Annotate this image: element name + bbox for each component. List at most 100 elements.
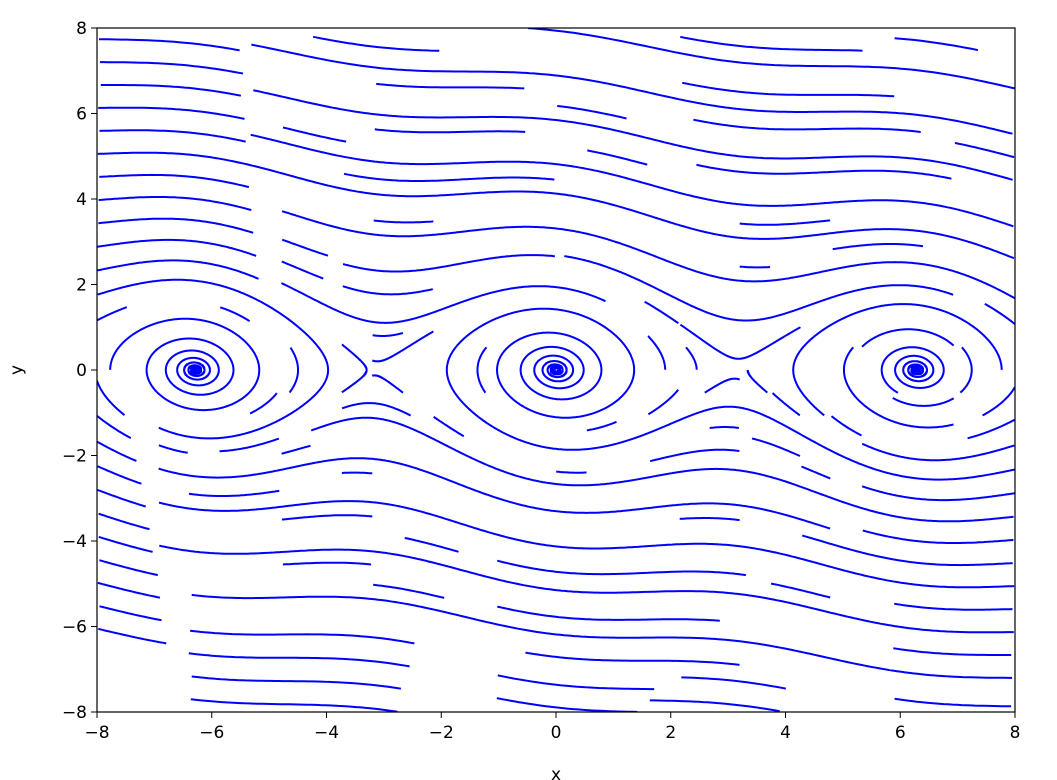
streamline [98,106,245,120]
streamline [97,278,330,440]
y-tick-label: −6 [62,618,87,638]
streamline [861,442,1015,462]
streamline [373,583,445,599]
streamline [374,128,526,134]
x-tick: 4 [780,712,791,743]
streamline [709,426,740,429]
streamline [649,448,740,463]
streamline [97,151,1015,260]
x-axis-label: x [551,765,561,780]
x-tick-label: 2 [665,723,676,743]
x-tick-label: −4 [314,723,339,743]
streamline [341,402,411,417]
streamline [343,172,555,182]
streamline [693,118,921,133]
streamline [861,485,1015,502]
streamline [97,380,126,416]
streamline [982,386,1015,417]
y-tick-label: 2 [76,276,87,296]
y-tick: −6 [62,618,97,638]
streamline [99,559,159,577]
streamline [281,260,324,280]
streamline [954,141,1015,159]
streamline [97,415,132,439]
streamline [97,238,257,257]
streamline [282,126,347,143]
streamline [892,397,955,407]
streamline [250,133,1014,228]
streamline [647,389,680,416]
x-tick: −8 [84,712,110,743]
y-tick-label: 4 [76,190,87,210]
streamline [649,699,780,712]
y-axis: −8 −6 −4 −2 0 2 4 6 8 [62,19,97,723]
streamline [496,559,747,577]
streamline [376,82,525,90]
streamline [433,415,465,438]
streamline [801,465,831,480]
streamline [372,332,404,337]
streamline [476,346,488,394]
streamline [746,369,769,394]
streamline [496,697,638,712]
x-tick: −6 [199,712,224,743]
x-tick-label: 0 [551,723,562,743]
streamline [771,392,801,417]
streamline [99,61,244,75]
streamline [341,343,368,394]
streamline [497,605,720,622]
streamline [99,173,250,189]
y-tick: 2 [76,276,97,296]
streamline [342,285,433,296]
streamline [281,444,311,455]
x-tick: 8 [1010,712,1020,743]
x-tick-label: 4 [780,723,791,743]
streamline [967,418,1015,440]
streamline [98,38,240,52]
y-tick: 6 [76,105,97,125]
y-tick: 4 [76,190,97,210]
streamline [109,317,261,412]
x-tick-label: −2 [429,723,454,743]
x-tick-label: −8 [84,723,109,743]
x-tick: 2 [665,712,676,743]
streamline [97,440,137,462]
streamline [959,346,973,394]
x-tick: −4 [314,712,339,743]
streamline [682,81,895,98]
streamline [288,347,299,394]
streamline [525,651,740,666]
streamline [219,306,251,323]
streamline [587,149,648,166]
y-tick-label: 0 [76,361,87,381]
y-tick-label: −4 [62,532,87,552]
streamline [647,335,667,370]
streamline [98,535,153,553]
streamline [770,582,831,599]
streamline [191,675,402,690]
streamline [984,303,1015,325]
streamline [99,605,162,622]
streamline [564,255,954,322]
streamline [696,163,952,180]
streamline [190,698,398,712]
streamline [281,210,1015,300]
y-tick-label: 8 [76,19,87,39]
streamline [843,346,954,429]
streamline [644,300,679,325]
x-tick-label: −6 [199,723,224,743]
streamline [371,330,434,363]
streamline [219,437,280,453]
streamline [158,457,831,530]
streamline [98,217,254,234]
streamline [894,37,979,52]
streamline [282,561,372,566]
streamline [98,512,150,531]
streamline [249,392,278,415]
streamline [679,323,801,360]
streamline [680,35,863,52]
streamline [830,415,862,437]
y-tick: −4 [62,532,97,552]
